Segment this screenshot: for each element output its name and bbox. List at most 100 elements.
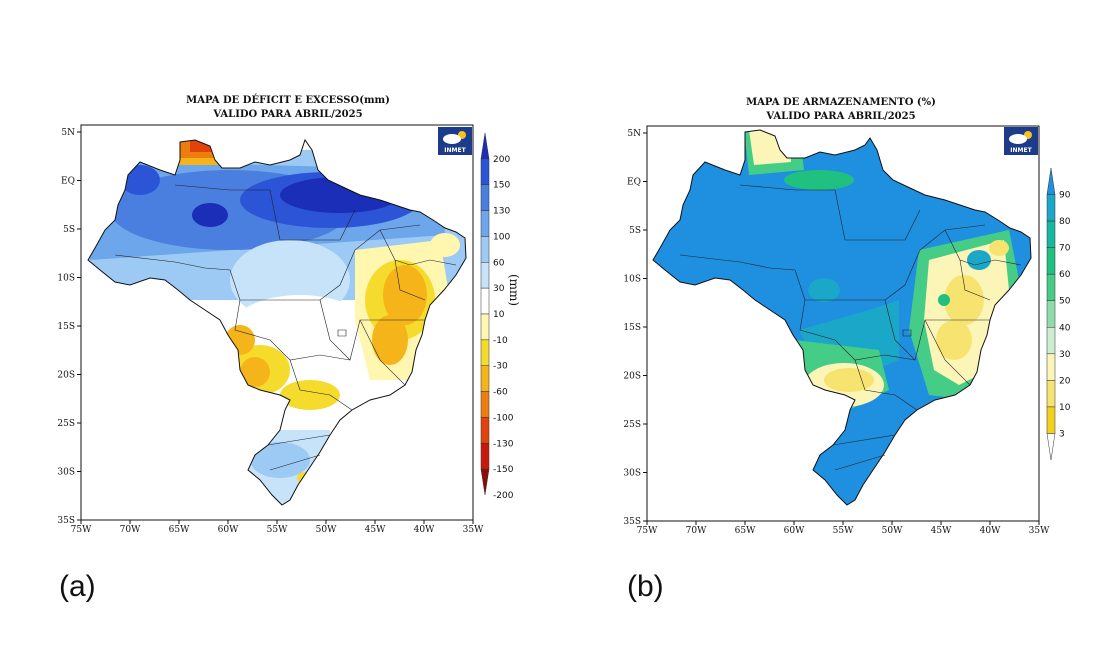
x-tick-label: 35W: [463, 525, 484, 535]
y-tick-label: 5N: [627, 129, 641, 139]
inmet-logo: INMET: [438, 127, 472, 155]
colorbar: 200 150 130 100 60 30 10 -10 -30 -60 -100 -130 -150 -…: [480, 132, 514, 501]
colorbar-label: 40: [1059, 323, 1071, 333]
panel-storage: MAPA DE ARMAZENAMENTO (%) VALIDO PARA AB…: [549, 0, 1098, 667]
colorbar-swatch: [480, 468, 490, 496]
unit-label: (mm): [507, 274, 521, 306]
x-tick-label: 70W: [120, 525, 141, 535]
colorbar-swatch: [1046, 220, 1056, 248]
y-tick-label: 15S: [57, 322, 75, 332]
colorbar-label: 10: [493, 310, 505, 320]
colorbar-swatch: [1046, 300, 1056, 328]
y-tick-label: 20S: [57, 371, 75, 381]
x-tick-label: 50W: [882, 526, 903, 536]
colorbar-swatch: [1046, 353, 1056, 381]
colorbar-label: 20: [1059, 376, 1071, 386]
panel-deficit-excess: MAPA DE DÉFICIT E EXCESSO(mm) VALIDO PAR…: [0, 0, 549, 667]
colorbar-label: 70: [1059, 244, 1071, 254]
colorbar-swatch: [1046, 167, 1056, 195]
x-tick-label: 40W: [414, 525, 435, 535]
brazil-outline: [87, 138, 467, 506]
map-title: MAPA DE ARMAZENAMENTO (%): [746, 97, 936, 108]
colorbar-label: 30: [1059, 350, 1071, 360]
x-tick-label: 70W: [686, 526, 707, 536]
x-tick-label: 55W: [267, 525, 288, 535]
map-deficit-excess: MAPA DE DÉFICIT E EXCESSO(mm) VALIDO PAR…: [57, 94, 521, 535]
colorbar-label: 100: [493, 232, 510, 242]
colorbar-label: 60: [493, 258, 505, 268]
x-tick-label: 65W: [735, 526, 756, 536]
y-tick-label: 5N: [61, 128, 75, 138]
map-storage: MAPA DE ARMAZENAMENTO (%) VALIDO PARA AB…: [623, 97, 1071, 536]
colorbar-label: -130: [493, 439, 514, 449]
colorbar-swatch: [1046, 273, 1056, 301]
x-tick-label: 40W: [980, 526, 1001, 536]
colorbar-swatch: [480, 287, 490, 315]
colorbar-swatch: [480, 417, 490, 444]
colorbar-label: -10: [493, 336, 508, 346]
x-tick-label: 75W: [637, 526, 658, 536]
state-borders: [679, 184, 1022, 471]
y-tick-label: 35S: [623, 517, 641, 527]
colorbar-swatch: [480, 236, 490, 263]
inmet-logo: INMET: [1004, 127, 1038, 155]
colorbar-swatch: [480, 132, 490, 160]
colorbar: 90 80 70 60 50 40 30 20 10 3: [1046, 167, 1071, 461]
colorbar-label: 90: [1059, 191, 1071, 201]
colorbar-swatch: [1046, 247, 1056, 275]
logo-text: INMET: [444, 147, 466, 154]
x-tick-label: 75W: [71, 525, 92, 535]
colorbar-swatch: [480, 391, 490, 418]
colorbar-label: -30: [493, 362, 508, 372]
colorbar-label: 60: [1059, 270, 1071, 280]
colorbar-swatch: [480, 210, 490, 237]
colorbar-swatch: [480, 339, 490, 366]
y-tick-label: 5S: [63, 225, 75, 235]
x-tick-label: 55W: [833, 526, 854, 536]
y-tick-label: EQ: [61, 177, 75, 187]
colorbar-swatch: [480, 184, 490, 211]
caption-a: (a): [59, 570, 96, 603]
map-subtitle: VALIDO PARA ABRIL/2025: [765, 111, 915, 122]
colorbar-label: 200: [493, 155, 510, 165]
colorbar-swatch: [480, 365, 490, 392]
map-subtitle: VALIDO PARA ABRIL/2025: [212, 109, 362, 120]
y-tick-label: 35S: [57, 516, 75, 526]
colorbar-label: 150: [493, 181, 510, 191]
y-tick-label: 10S: [57, 274, 75, 284]
x-tick-label: 45W: [365, 525, 386, 535]
y-tick-label: 25S: [57, 419, 75, 429]
y-tick-label: 25S: [623, 420, 641, 430]
colorbar-label: -150: [493, 465, 514, 475]
y-tick-label: EQ: [627, 178, 641, 188]
x-tick-label: 35W: [1029, 526, 1050, 536]
colorbar-swatch: [480, 443, 490, 470]
colorbar-label: -100: [493, 413, 514, 423]
y-tick-label: 20S: [623, 372, 641, 382]
colorbar-label: 50: [1059, 297, 1071, 307]
colorbar-label: 130: [493, 207, 510, 217]
x-tick-label: 60W: [784, 526, 805, 536]
y-tick-label: 30S: [57, 468, 75, 478]
logo-text: INMET: [1010, 147, 1032, 154]
colorbar-swatch: [480, 313, 490, 341]
y-tick-label: 15S: [623, 323, 641, 333]
colorbar-label: 10: [1059, 403, 1071, 413]
colorbar-swatch: [1046, 380, 1056, 408]
axis-ticks: 75W 70W 65W 60W 55W 50W 45W 40W 35W 5N EQ 5S 10S 15S 2…: [57, 128, 484, 535]
colorbar-label: -200: [493, 491, 514, 501]
colorbar-swatch: [1046, 433, 1056, 461]
colorbar-label: 30: [493, 284, 505, 294]
colorbar-swatch: [480, 158, 490, 185]
state-borders: [114, 184, 457, 471]
y-tick-label: 10S: [623, 275, 641, 285]
colorbar-label: 3: [1059, 429, 1065, 439]
colorbar-label: 80: [1059, 217, 1071, 227]
colorbar-label: -60: [493, 388, 508, 398]
colorbar-swatch: [480, 262, 490, 289]
x-tick-label: 50W: [316, 525, 337, 535]
axis-ticks: 75W 70W 65W 60W 55W 50W 45W 40W 35W 5N EQ 5S 10S 15S 2…: [623, 129, 1050, 536]
y-tick-label: 5S: [629, 226, 641, 236]
colorbar-swatch: [1046, 194, 1056, 222]
colorbar-swatch: [1046, 327, 1056, 355]
